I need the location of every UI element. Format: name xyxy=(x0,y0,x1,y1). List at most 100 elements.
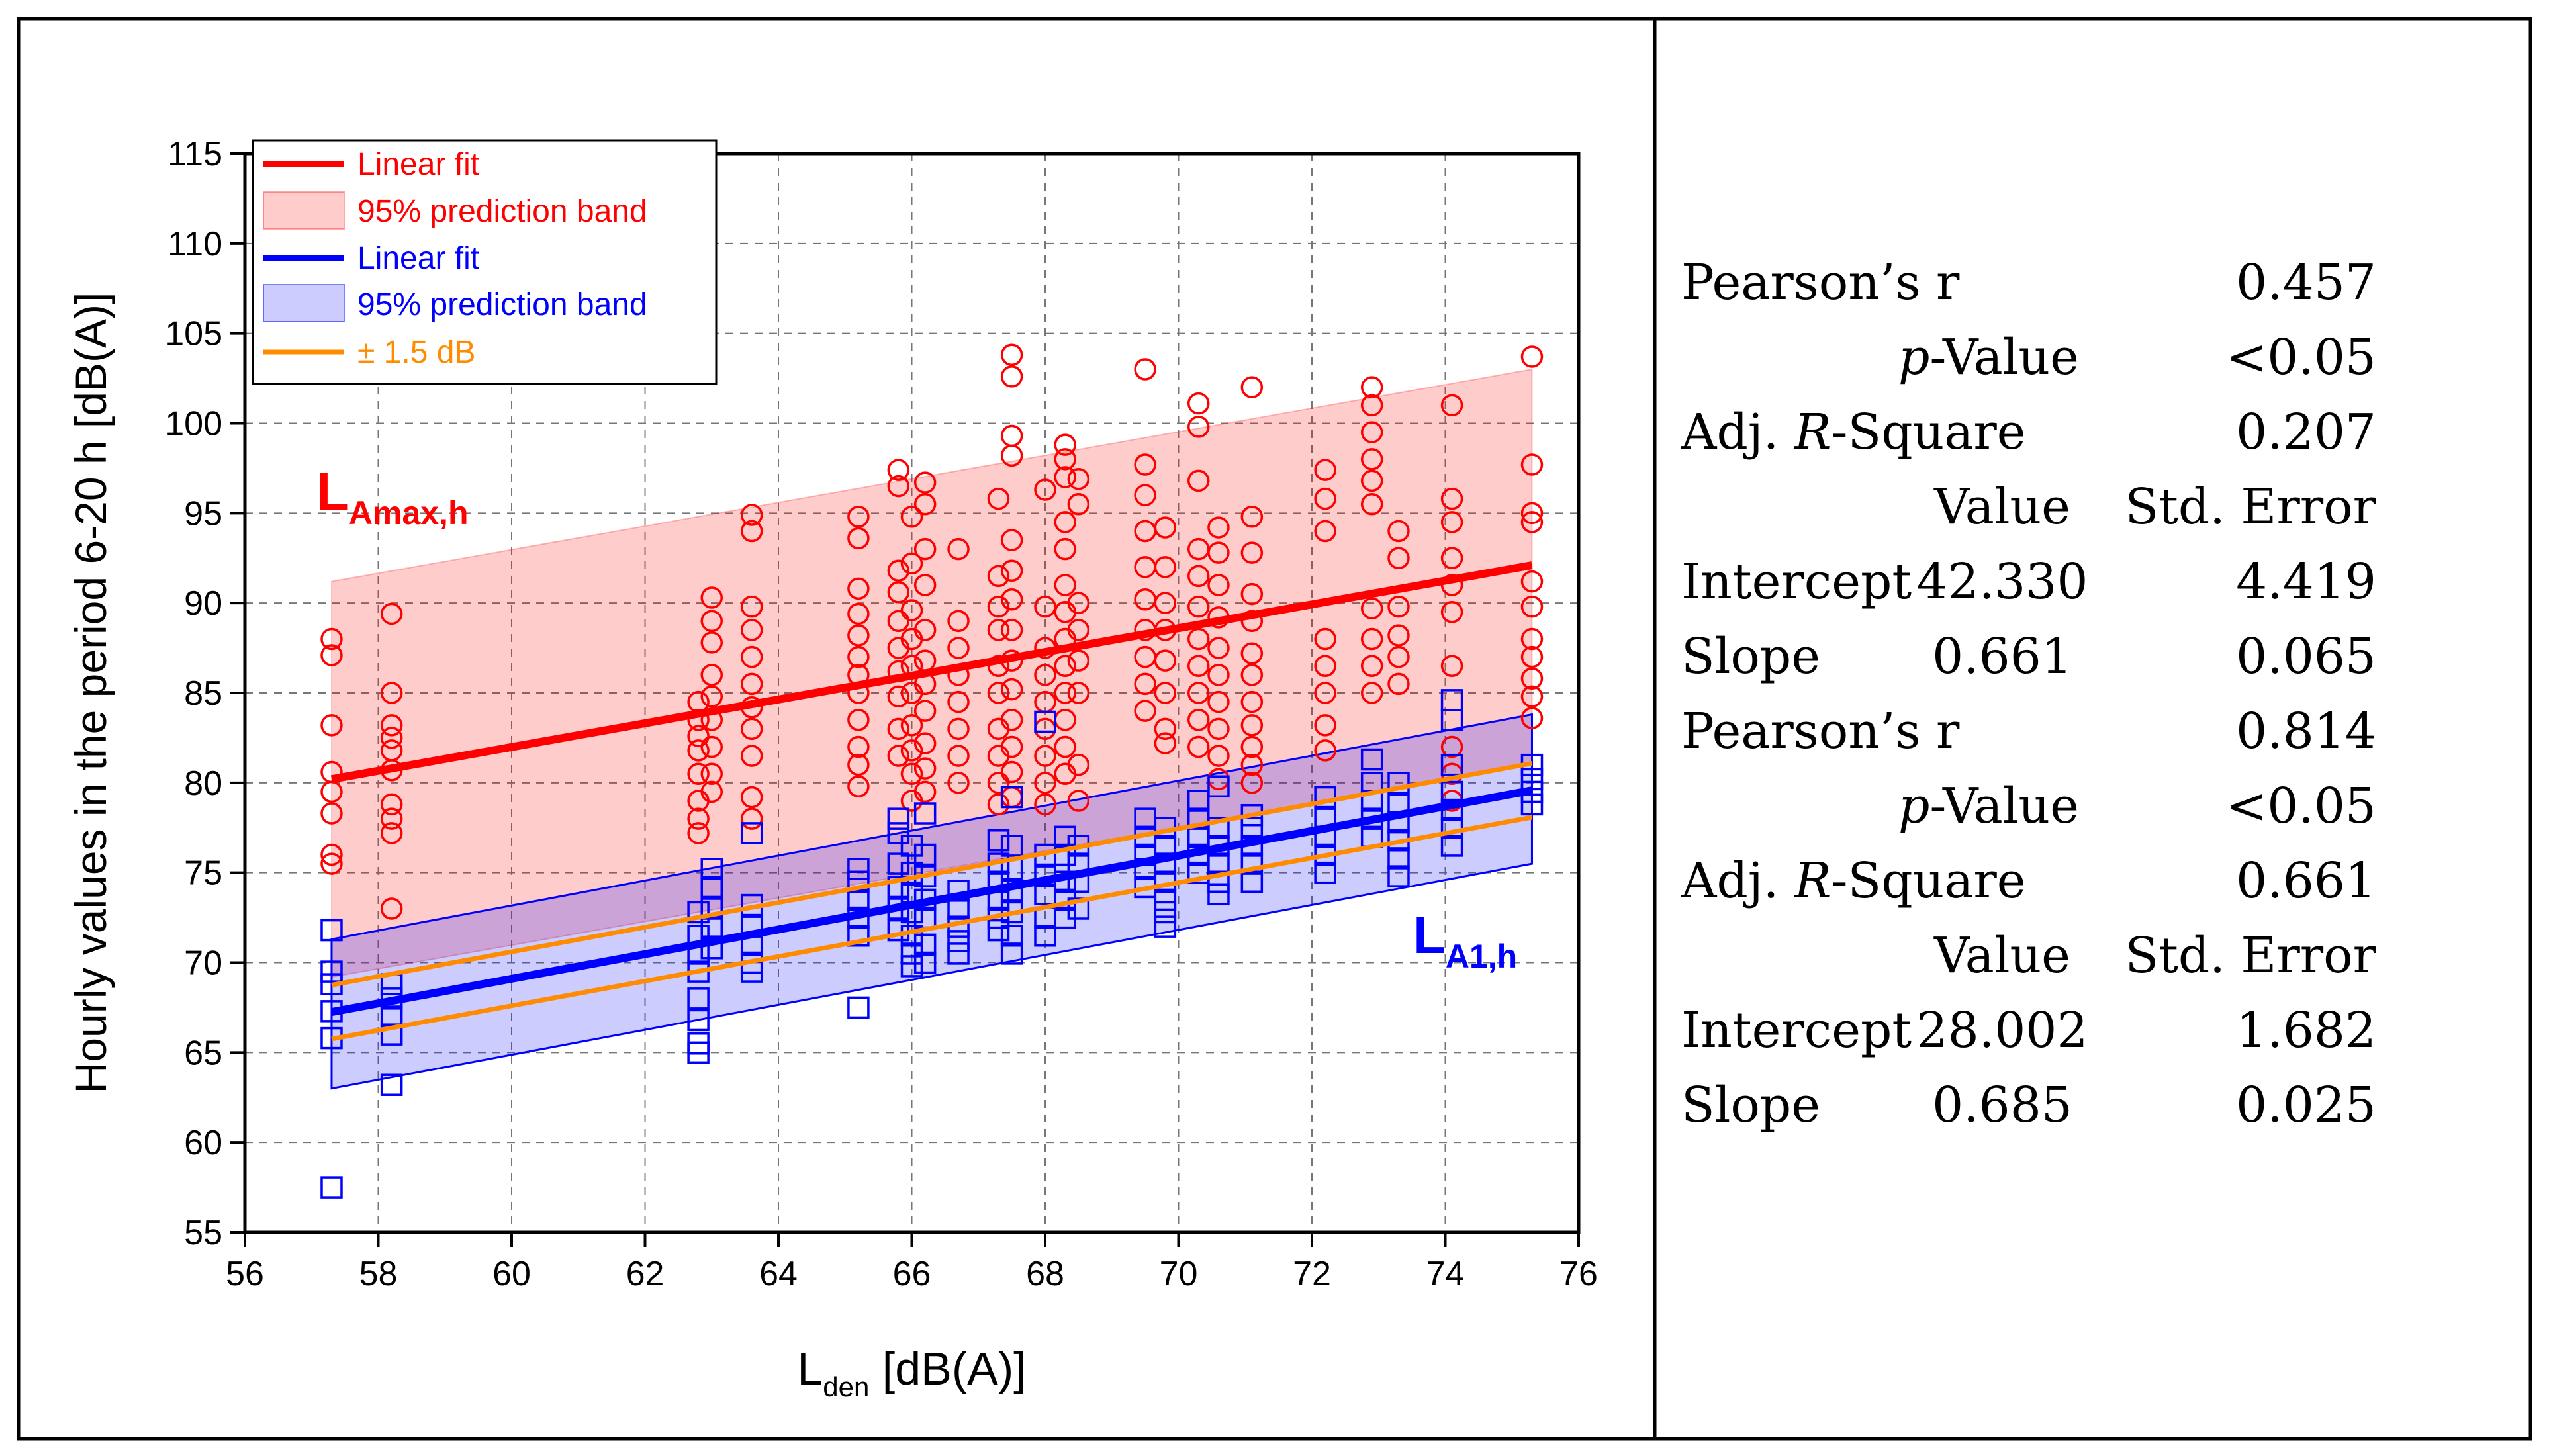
lamax-point xyxy=(1067,649,1090,672)
stat-intercept-label: Intercept xyxy=(1681,553,1912,610)
la1-point xyxy=(1000,835,1023,857)
lamax-point xyxy=(1000,709,1023,731)
legend-box xyxy=(252,139,718,385)
lamax-point xyxy=(1314,520,1336,543)
lamax-point xyxy=(1054,735,1076,758)
x-axis-label: Lden [dB(A)] xyxy=(797,1343,1026,1402)
fit-lines xyxy=(330,561,1533,1042)
la1-point xyxy=(687,1041,710,1064)
lamax-point xyxy=(1207,664,1230,686)
la1-point xyxy=(1207,883,1230,906)
la1-annotation-main: L xyxy=(1413,905,1446,964)
lamax-point xyxy=(1240,541,1264,564)
stat-pvalue-italic: p xyxy=(1898,778,1929,835)
lamax-point xyxy=(1000,588,1023,611)
la1-point xyxy=(687,901,710,924)
lamax-point xyxy=(380,682,403,704)
la1-markers xyxy=(320,689,1544,1199)
lamax-point xyxy=(1054,448,1076,471)
lamax-point xyxy=(1387,520,1410,543)
la1-point xyxy=(1000,925,1023,947)
lamax-point xyxy=(1360,394,1383,417)
lamax-point xyxy=(687,739,710,762)
lamax-point xyxy=(1440,394,1463,417)
lamax-point xyxy=(1034,595,1056,618)
la1-point xyxy=(947,930,970,952)
lamax-point xyxy=(1034,478,1056,501)
lamax-point xyxy=(1054,682,1076,704)
lamax-point xyxy=(900,714,923,737)
legend-label-red-band: 95% prediction band xyxy=(357,194,647,229)
lamax-point xyxy=(987,793,1010,816)
stat-pvalue-rest: -Value xyxy=(1929,778,2079,835)
lamax-point xyxy=(1154,732,1177,754)
lamax-point xyxy=(1067,619,1090,641)
lamax-point xyxy=(913,780,937,803)
statistics-table: Pearson’s r 0.457 p-Value <0.05 Adj. R-S… xyxy=(1681,254,2377,1134)
legend-item-red-band: 95% prediction band xyxy=(263,191,647,230)
la1-point xyxy=(700,858,723,880)
stat-adjr-value: 0.207 xyxy=(2236,404,2376,461)
lamax-point xyxy=(1034,745,1056,767)
y-axis-ticks: 55 60 65 70 75 80 85 90 95 100 105 110 115 xyxy=(165,135,245,1252)
stats-block-lamax: Pearson’s r 0.457 p-Value <0.05 Adj. R-S… xyxy=(1681,254,2377,685)
la1-point xyxy=(913,843,937,866)
lamax-point xyxy=(320,802,343,825)
lamax-point xyxy=(1000,365,1023,388)
lamax-point xyxy=(847,775,870,798)
lamax-point xyxy=(1240,642,1264,664)
lamax-point xyxy=(887,745,910,767)
lamax-point xyxy=(1240,506,1264,528)
lamax-point xyxy=(700,762,723,785)
lamax-point xyxy=(1134,453,1156,476)
lamax-point xyxy=(947,772,970,794)
la1-point xyxy=(1207,817,1230,839)
x-tick-label: 70 xyxy=(1160,1255,1198,1293)
la1-point xyxy=(1314,786,1336,809)
lamax-point xyxy=(913,732,937,754)
lamax-point xyxy=(1054,511,1076,533)
lamax-point xyxy=(847,735,870,758)
lamax-point xyxy=(1314,487,1336,510)
x-tick-label: 74 xyxy=(1426,1255,1465,1293)
lamax-point xyxy=(1387,645,1410,668)
legend-label-tolerance: ± 1.5 dB xyxy=(357,335,475,370)
x-axis-label-main: L xyxy=(797,1343,823,1394)
la1-point xyxy=(913,933,937,956)
legend: Linear fit 95% prediction band Linear fi… xyxy=(252,139,718,385)
lamax-point xyxy=(1520,345,1544,368)
lamax-point xyxy=(1387,624,1410,647)
lamax-point xyxy=(947,610,970,633)
stat-adjr-value: 0.661 xyxy=(2236,852,2376,909)
lamax-point xyxy=(1440,735,1463,758)
lamax-point xyxy=(987,772,1010,794)
stat-pvalue-rest: -Value xyxy=(1929,329,2079,386)
x-axis-label-sub: den xyxy=(823,1371,869,1402)
y-tick-label: 90 xyxy=(184,584,222,623)
lamax-point xyxy=(847,602,870,625)
lamax-point xyxy=(1240,664,1264,686)
la1-point xyxy=(700,876,723,899)
lamax-point xyxy=(1000,678,1023,701)
x-tick-label: 64 xyxy=(759,1255,798,1293)
lamax-point xyxy=(887,559,910,582)
lamax-point xyxy=(913,471,937,494)
lamax-point xyxy=(700,631,723,654)
lamax-point xyxy=(1000,444,1023,467)
lamax-point xyxy=(1520,645,1544,668)
la1-point xyxy=(687,1009,710,1032)
lamax-point xyxy=(1154,592,1177,614)
x-tick-label: 60 xyxy=(492,1255,531,1293)
lamax-point xyxy=(1240,376,1264,398)
stat-pearson-label: Pearson’s r xyxy=(1681,254,1960,311)
x-tick-label: 76 xyxy=(1559,1255,1598,1293)
lamax-point xyxy=(1034,772,1056,794)
lamax-point xyxy=(1240,753,1264,776)
lamax-point xyxy=(1207,745,1230,767)
lamax-point xyxy=(1134,672,1156,696)
la1-point xyxy=(1000,942,1023,965)
lamax-point xyxy=(887,717,910,741)
lamax-point xyxy=(380,714,403,737)
lamax-point xyxy=(380,793,403,816)
